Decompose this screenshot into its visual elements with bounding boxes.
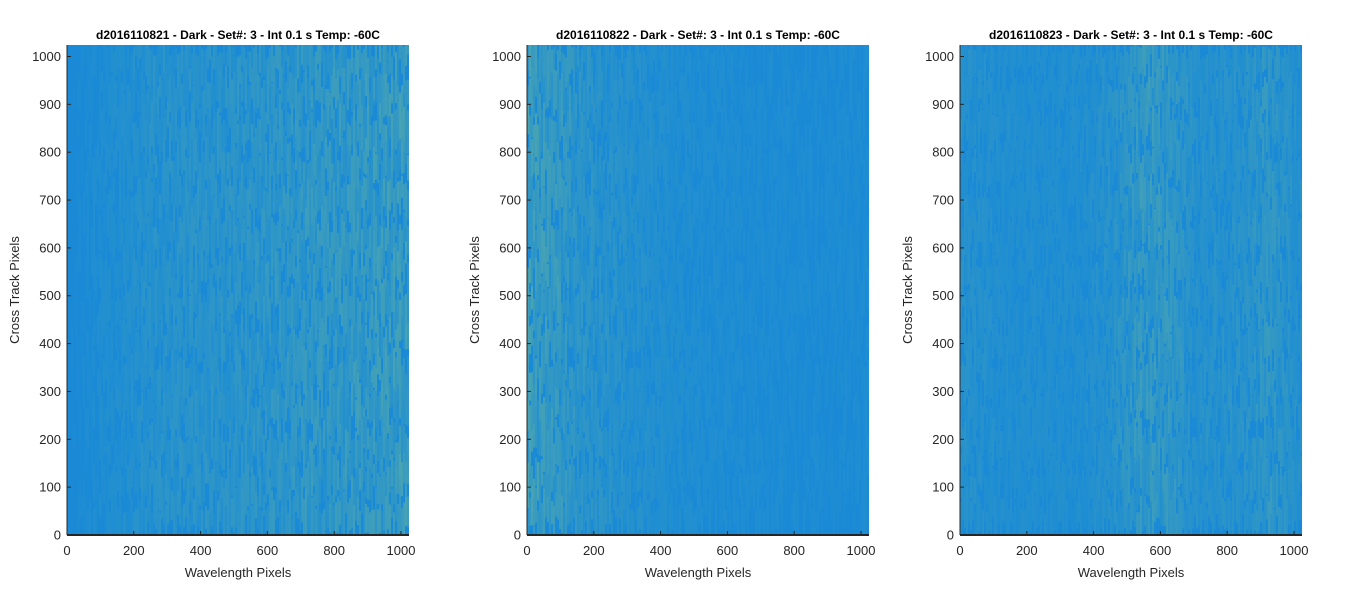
y-tick-label: 600	[39, 240, 61, 255]
heatmap-svg-1: 0 200 400 600 800 1000 0 100 200 300 400 500 600 700 8…	[7, 28, 416, 580]
chart-title: d2016110823 - Dark - Set#: 3 - Int 0.1 s…	[989, 28, 1273, 42]
y-tick-label: 700	[39, 193, 61, 208]
y-tick-label: 0	[947, 528, 954, 543]
x-tick-label: 1000	[1280, 543, 1309, 558]
y-tick-label: 0	[54, 528, 61, 543]
y-tick-label: 100	[499, 480, 521, 495]
x-tick-label: 400	[1083, 543, 1105, 558]
chart-title: d2016110821 - Dark - Set#: 3 - Int 0.1 s…	[96, 28, 380, 42]
x-tick-label: 1000	[387, 543, 416, 558]
y-axis-label: Cross Track Pixels	[7, 236, 22, 344]
y-tick-label: 600	[932, 240, 954, 255]
y-axis-label: Cross Track Pixels	[900, 236, 915, 344]
y-tick-label: 100	[39, 480, 61, 495]
x-tick-label: 800	[1216, 543, 1238, 558]
x-axis-label: Wavelength Pixels	[185, 565, 292, 580]
heatmap-image	[71, 45, 409, 535]
y-tick-label: 1000	[32, 49, 61, 64]
y-tick-label: 100	[932, 480, 954, 495]
x-tick-label: 600	[1150, 543, 1172, 558]
x-tick-label: 1000	[847, 543, 876, 558]
x-tick-label: 400	[650, 543, 672, 558]
heatmap-image	[960, 45, 1302, 535]
x-tick-label: 800	[783, 543, 805, 558]
heatmap-svg-2: 0 200 400 600 800 1000 0 100 200 300 400 500 600 700 8…	[467, 28, 876, 580]
x-tick-label: 200	[1016, 543, 1038, 558]
y-tick-label: 800	[499, 145, 521, 160]
y-tick-label: 300	[39, 384, 61, 399]
y-tick-label: 700	[499, 193, 521, 208]
heatmap-svg-3: 0 200 400 600 800 1000 0 100 200 300 400 500 600 700 8…	[900, 28, 1309, 580]
y-tick-label: 500	[39, 288, 61, 303]
x-axis-label: Wavelength Pixels	[645, 565, 752, 580]
y-tick-label: 900	[39, 97, 61, 112]
y-axis-label: Cross Track Pixels	[467, 236, 482, 344]
y-tick-label: 500	[932, 288, 954, 303]
y-tick-label: 800	[932, 145, 954, 160]
y-tick-label: 400	[932, 336, 954, 351]
y-tick-label: 0	[514, 528, 521, 543]
y-tick-label: 400	[39, 336, 61, 351]
x-tick-label: 0	[956, 543, 963, 558]
y-tick-label: 300	[499, 384, 521, 399]
x-tick-label: 600	[717, 543, 739, 558]
y-tick-label: 700	[932, 193, 954, 208]
y-tick-label: 400	[499, 336, 521, 351]
x-tick-label: 200	[123, 543, 145, 558]
x-tick-label: 0	[63, 543, 70, 558]
x-tick-label: 800	[323, 543, 345, 558]
heatmap-panel-2: 0 200 400 600 800 1000 0 100 200 300 400 500 600 700 8…	[460, 0, 910, 600]
y-tick-label: 1000	[492, 49, 521, 64]
y-tick-label: 200	[39, 432, 61, 447]
y-tick-label: 200	[499, 432, 521, 447]
y-tick-label: 500	[499, 288, 521, 303]
x-tick-label: 0	[523, 543, 530, 558]
y-tick-label: 600	[499, 240, 521, 255]
heatmap-image	[527, 45, 869, 535]
y-tick-label: 200	[932, 432, 954, 447]
x-axis-label: Wavelength Pixels	[1078, 565, 1185, 580]
heatmap-panel-1: 0 200 400 600 800 1000 0 100 200 300 400 500 600 700 8…	[0, 0, 450, 600]
y-tick-label: 900	[932, 97, 954, 112]
chart-title: d2016110822 - Dark - Set#: 3 - Int 0.1 s…	[556, 28, 840, 42]
x-tick-label: 400	[190, 543, 212, 558]
heatmap-panel-3: 0 200 400 600 800 1000 0 100 200 300 400 500 600 700 8…	[893, 0, 1343, 600]
y-tick-label: 900	[499, 97, 521, 112]
y-tick-label: 300	[932, 384, 954, 399]
y-tick-label: 1000	[925, 49, 954, 64]
x-tick-label: 200	[583, 543, 605, 558]
x-tick-label: 600	[257, 543, 279, 558]
y-tick-label: 800	[39, 145, 61, 160]
